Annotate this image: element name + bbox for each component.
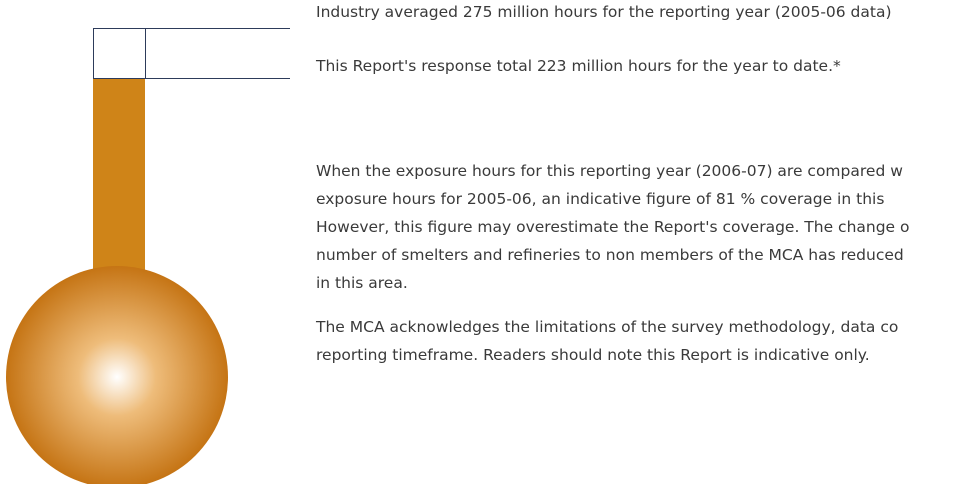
text-line: in this area. — [316, 274, 408, 292]
text-line: When the exposure hours for this reporti… — [316, 162, 903, 180]
callout: This Report's response total 223 million… — [316, 57, 841, 75]
callout: Industry averaged 275 million hours for … — [316, 3, 892, 21]
bulb — [6, 266, 228, 484]
text-line: The MCA acknowledges the limitations of … — [316, 318, 899, 336]
tube-empty — [93, 28, 146, 79]
text-line: reporting timeframe. Readers should note… — [316, 346, 870, 364]
text-line: exposure hours for 2005-06, an indicativ… — [316, 190, 885, 208]
text-line: However, this figure may overestimate th… — [316, 218, 910, 236]
text-line: number of smelters and refineries to non… — [316, 246, 904, 264]
